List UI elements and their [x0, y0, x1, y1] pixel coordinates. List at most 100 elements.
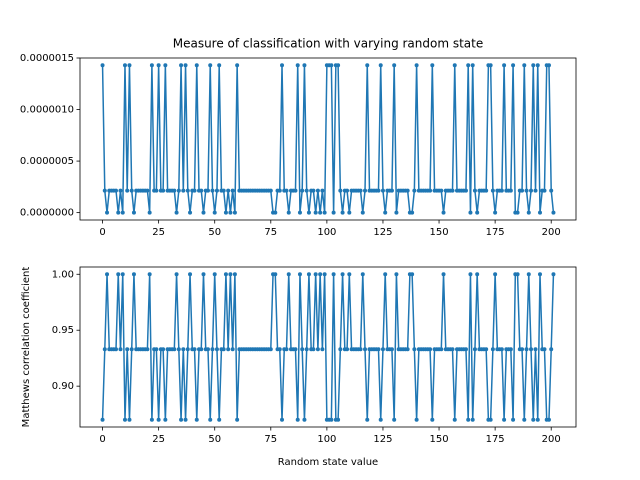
- data-point: [318, 272, 323, 277]
- data-point: [508, 188, 513, 193]
- data-point: [306, 272, 311, 277]
- data-point: [181, 347, 186, 352]
- data-point: [188, 272, 193, 277]
- data-point: [468, 210, 473, 215]
- data-point: [122, 63, 127, 68]
- x-tick-label: 200: [542, 434, 561, 445]
- data-point: [414, 63, 419, 68]
- x-tick-label: 175: [486, 434, 505, 445]
- data-point: [284, 347, 289, 352]
- data-point: [502, 417, 507, 422]
- data-point: [280, 417, 285, 422]
- data-point: [475, 210, 480, 215]
- data-point: [280, 63, 285, 68]
- x-tick-label: 150: [429, 227, 448, 238]
- data-point: [463, 347, 468, 352]
- data-point: [208, 417, 213, 422]
- data-point: [549, 188, 554, 193]
- data-point: [441, 210, 446, 215]
- data-point: [221, 188, 226, 193]
- data-point: [529, 347, 534, 352]
- data-point: [286, 210, 291, 215]
- data-point: [412, 347, 417, 352]
- x-axis-label: Random state value: [278, 457, 378, 468]
- data-point: [549, 347, 554, 352]
- data-point: [551, 210, 556, 215]
- y-axis-label: Matthews correlation coefficient: [21, 267, 32, 428]
- data-point: [542, 188, 547, 193]
- data-point: [131, 272, 136, 277]
- data-point: [201, 272, 206, 277]
- data-point: [145, 347, 150, 352]
- data-point: [472, 188, 477, 193]
- data-point: [376, 188, 381, 193]
- data-point: [380, 188, 385, 193]
- data-point: [210, 188, 215, 193]
- data-point: [338, 347, 343, 352]
- data-point: [172, 188, 177, 193]
- data-point: [300, 347, 305, 352]
- data-point: [114, 347, 119, 352]
- data-point: [515, 272, 520, 277]
- data-point: [315, 347, 320, 352]
- data-point: [156, 417, 161, 422]
- data-point: [450, 188, 455, 193]
- data-point: [161, 347, 166, 352]
- data-point: [295, 63, 300, 68]
- data-point: [293, 347, 298, 352]
- data-point: [394, 210, 399, 215]
- data-point: [322, 210, 327, 215]
- data-point: [174, 210, 179, 215]
- data-point: [546, 63, 551, 68]
- data-point: [329, 63, 334, 68]
- data-point: [365, 417, 370, 422]
- data-point: [306, 210, 311, 215]
- data-point: [378, 63, 383, 68]
- axes-frame: [79, 57, 577, 221]
- data-point: [311, 188, 316, 193]
- data-point: [183, 417, 188, 422]
- data-point: [201, 210, 206, 215]
- data-point: [410, 272, 415, 277]
- data-point: [154, 347, 159, 352]
- data-point: [100, 417, 105, 422]
- data-point: [194, 417, 199, 422]
- data-point: [277, 188, 282, 193]
- data-point: [531, 63, 536, 68]
- data-point: [452, 63, 457, 68]
- data-point: [360, 210, 365, 215]
- data-point: [273, 210, 278, 215]
- data-point: [511, 417, 516, 422]
- data-point: [120, 272, 125, 277]
- data-point: [410, 210, 415, 215]
- data-point: [297, 272, 302, 277]
- data-point: [185, 188, 190, 193]
- data-point: [212, 272, 217, 277]
- data-point: [297, 210, 302, 215]
- data-point: [493, 210, 498, 215]
- data-point: [546, 417, 551, 422]
- x-tick-label: 125: [373, 227, 392, 238]
- data-point: [412, 188, 417, 193]
- data-point: [336, 63, 341, 68]
- data-point: [120, 210, 125, 215]
- data-point: [499, 188, 504, 193]
- data-point: [524, 347, 529, 352]
- data-point: [212, 210, 217, 215]
- data-point: [452, 417, 457, 422]
- data-point: [116, 272, 121, 277]
- data-point: [100, 63, 105, 68]
- data-point: [172, 347, 177, 352]
- data-point: [488, 63, 493, 68]
- data-point: [179, 63, 184, 68]
- data-point: [192, 188, 197, 193]
- x-tick-label: 25: [152, 227, 165, 238]
- data-point: [205, 188, 210, 193]
- data-point: [542, 347, 547, 352]
- data-point: [223, 210, 228, 215]
- data-point: [318, 210, 323, 215]
- data-point: [313, 210, 318, 215]
- data-point: [302, 63, 307, 68]
- data-point: [199, 347, 204, 352]
